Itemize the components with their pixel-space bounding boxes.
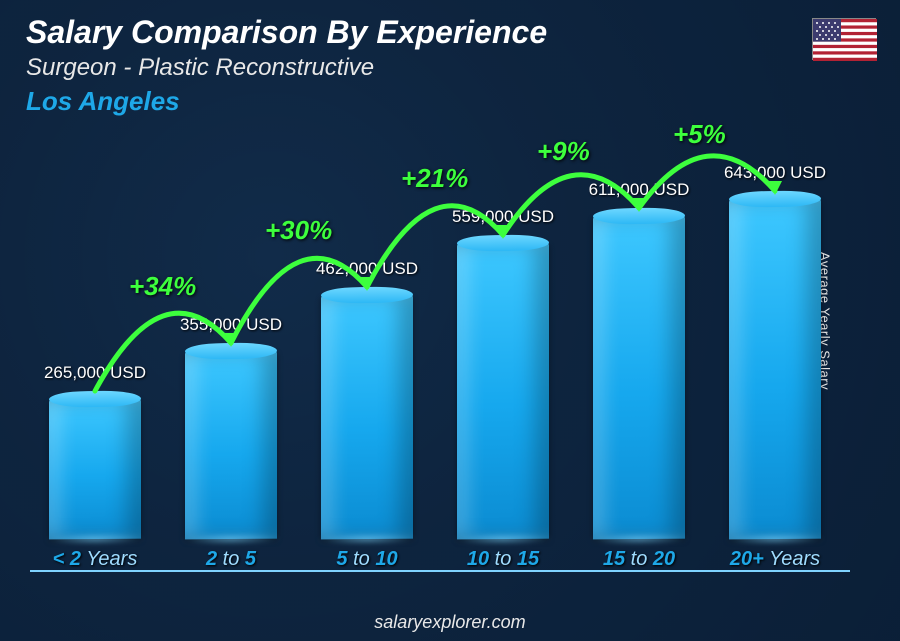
x-axis-label: 5 to 10 — [297, 548, 437, 571]
footer-credit: salaryexplorer.com — [0, 612, 900, 633]
growth-pct-label: +30% — [265, 215, 332, 246]
x-axis-label: 2 to 5 — [161, 548, 301, 571]
bar — [593, 216, 685, 540]
bar — [729, 199, 821, 540]
growth-pct-label: +34% — [129, 271, 196, 302]
page-title: Salary Comparison By Experience — [26, 14, 547, 51]
x-axis-label: < 2 Years — [25, 548, 165, 571]
infographic-stage: Salary Comparison By Experience Surgeon … — [0, 0, 900, 641]
growth-pct-label: +21% — [401, 163, 468, 194]
bar-chart: 265,000 USD< 2 Years355,000 USD2 to 5462… — [30, 160, 850, 571]
x-axis-label: 15 to 20 — [569, 548, 709, 571]
growth-pct-label: +5% — [673, 119, 726, 150]
x-axis-label: 20+ Years — [705, 548, 845, 571]
location-label: Los Angeles — [26, 86, 180, 117]
flag-icon — [812, 18, 876, 60]
chart-baseline — [30, 570, 850, 572]
bar — [49, 399, 141, 540]
growth-pct-label: +9% — [537, 136, 590, 167]
x-axis-label: 10 to 15 — [433, 548, 573, 571]
page-subtitle: Surgeon - Plastic Reconstructive — [26, 54, 374, 82]
